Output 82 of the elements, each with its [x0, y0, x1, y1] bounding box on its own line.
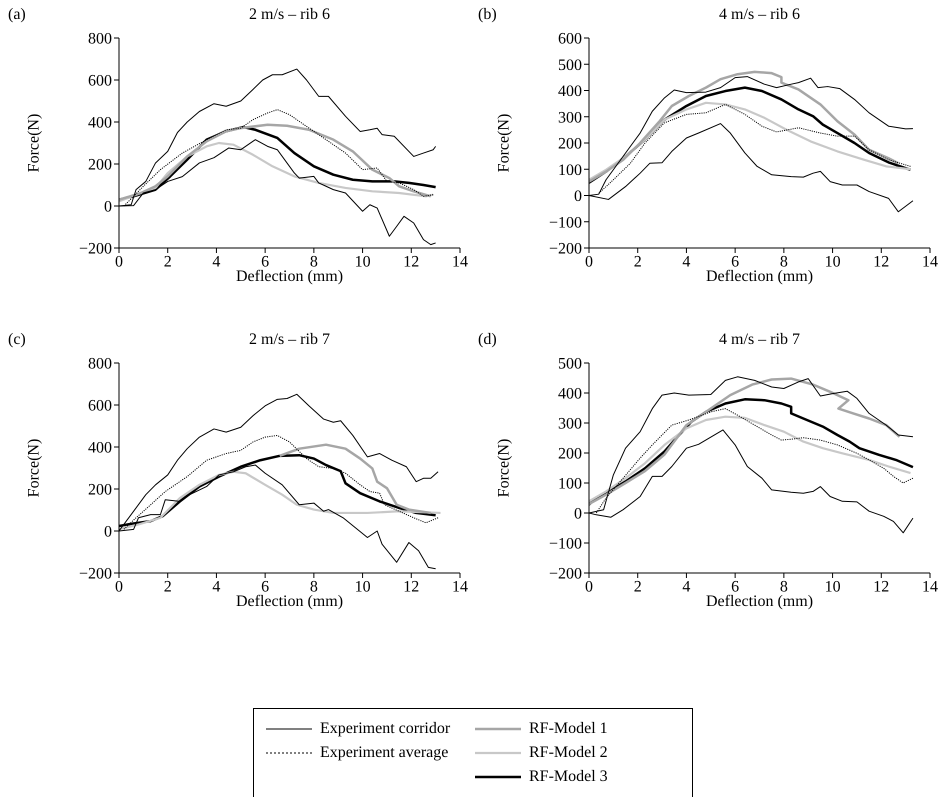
y-tick-label: 100 — [558, 476, 582, 493]
y-tick-label: 400 — [558, 386, 582, 403]
y-tick-label: −200 — [78, 240, 112, 258]
x-tick-label: 14 — [922, 578, 938, 596]
chart-title: 2 m/s – rib 7 — [248, 331, 331, 349]
x-tick-label: 2 — [164, 253, 172, 270]
y-tick-label: 400 — [88, 114, 112, 132]
x-tick-label: 14 — [922, 253, 938, 270]
x-tick-label: 8 — [780, 253, 788, 270]
text: (b) — [478, 6, 497, 24]
x-axis-title: Deflection (mm) — [236, 268, 344, 285]
legend-label: Experiment average — [320, 744, 448, 762]
y-tick-label: 500 — [558, 56, 582, 74]
x-tick-label: 12 — [403, 253, 420, 270]
x-tick-label: 14 — [452, 578, 468, 596]
x-tick-label: 8 — [780, 578, 788, 596]
x-tick-label: 12 — [873, 578, 890, 596]
x-tick-label: 2 — [164, 578, 172, 596]
y-axis-title: Force(N) — [26, 438, 43, 498]
legend-label: RF-Model 2 — [529, 744, 608, 762]
y-tick-label: 400 — [88, 440, 112, 457]
x-tick-label: 14 — [452, 253, 468, 270]
y-tick-label: −200 — [548, 566, 582, 583]
x-tick-label: 4 — [212, 578, 220, 596]
y-tick-label: 0 — [104, 198, 112, 216]
y-tick-label: 300 — [558, 109, 582, 126]
x-tick-label: 4 — [212, 253, 220, 270]
x-tick-label: 0 — [115, 253, 123, 270]
x-tick-label: 10 — [354, 253, 371, 270]
y-tick-label: −200 — [548, 240, 582, 258]
y-tick-label: 0 — [574, 188, 582, 206]
y-tick-label: 800 — [88, 356, 112, 373]
y-tick-label: 200 — [88, 482, 112, 499]
chart-title: 4 m/s – rib 7 — [718, 331, 801, 349]
text: (a) — [8, 6, 26, 24]
y-tick-label: 400 — [558, 83, 582, 100]
x-tick-label: 2 — [634, 578, 642, 596]
y-tick-label: 200 — [558, 136, 582, 153]
y-tick-label: −100 — [548, 214, 582, 232]
y-tick-label: 600 — [88, 398, 112, 415]
legend-label: RF-Model 1 — [529, 720, 608, 738]
y-axis-title: Force(N) — [26, 114, 43, 172]
y-tick-label: −100 — [548, 536, 582, 553]
x-tick-label: 10 — [824, 253, 841, 270]
y-axis-title: Force(N) — [496, 114, 513, 172]
y-tick-label: 200 — [88, 156, 112, 174]
text: (c) — [8, 331, 26, 349]
x-tick-label: 6 — [261, 578, 270, 596]
x-axis-title: Deflection (mm) — [706, 593, 814, 610]
y-tick-label: 600 — [558, 30, 582, 48]
x-tick-label: 6 — [731, 253, 740, 270]
legend-label: Experiment corridor — [320, 720, 450, 738]
x-tick-label: 10 — [354, 578, 371, 596]
x-tick-label: 12 — [873, 253, 890, 270]
y-tick-label: 500 — [558, 356, 582, 373]
x-tick-label: 0 — [585, 253, 593, 270]
x-tick-label: 6 — [261, 253, 270, 270]
x-axis-title: Deflection (mm) — [706, 268, 814, 285]
y-tick-label: 100 — [558, 162, 582, 179]
text: (d) — [478, 331, 497, 349]
y-tick-label: 0 — [574, 506, 582, 523]
y-tick-label: 0 — [104, 524, 112, 541]
x-tick-label: 12 — [403, 578, 420, 596]
y-tick-label: 600 — [88, 72, 112, 90]
y-tick-label: 300 — [558, 416, 582, 433]
y-tick-label: −200 — [78, 566, 112, 583]
x-tick-label: 4 — [682, 578, 690, 596]
chart-title: 4 m/s – rib 6 — [718, 6, 801, 24]
x-tick-label: 6 — [731, 578, 740, 596]
x-tick-label: 10 — [824, 578, 841, 596]
legend-label: RF-Model 3 — [529, 768, 608, 786]
y-tick-label: 800 — [88, 30, 112, 48]
chart-title: 2 m/s – rib 6 — [248, 6, 331, 24]
x-tick-label: 4 — [682, 253, 690, 270]
x-tick-label: 0 — [115, 578, 123, 596]
y-tick-label: 200 — [558, 446, 582, 463]
x-tick-label: 8 — [310, 578, 318, 596]
y-axis-title: Force(N) — [496, 438, 513, 498]
x-tick-label: 0 — [585, 578, 593, 596]
x-axis-title: Deflection (mm) — [236, 593, 344, 610]
x-tick-label: 8 — [310, 253, 318, 270]
x-tick-label: 2 — [634, 253, 642, 270]
